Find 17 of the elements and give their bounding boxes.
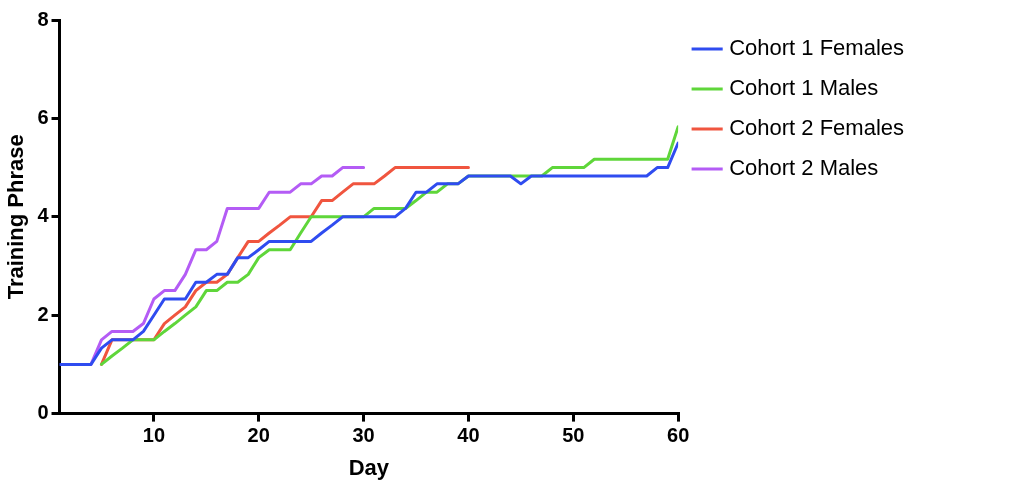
y-axis-title: Training Phrase: [3, 134, 29, 300]
y-tick-label: 4: [37, 204, 50, 227]
x-tick-label: 20: [247, 424, 270, 447]
y-tick-label: 2: [37, 302, 49, 325]
legend-label: Cohort 1 Females: [729, 35, 905, 61]
x-axis-title: Day: [348, 454, 390, 480]
legend-label: Cohort 2 Females: [729, 115, 905, 141]
legend-label: Cohort 1 Males: [729, 75, 879, 101]
x-tick-label: 10: [142, 424, 166, 447]
x-tick-label: 60: [667, 424, 690, 447]
x-tick-label: 40: [457, 424, 480, 447]
legend-label: Cohort 2 Males: [729, 155, 879, 181]
y-tick-label: 8: [37, 7, 49, 30]
x-tick-label: 30: [352, 424, 375, 447]
y-tick-label: 6: [37, 105, 49, 128]
y-tick-label: 0: [37, 401, 49, 424]
x-tick-label: 50: [562, 424, 585, 447]
